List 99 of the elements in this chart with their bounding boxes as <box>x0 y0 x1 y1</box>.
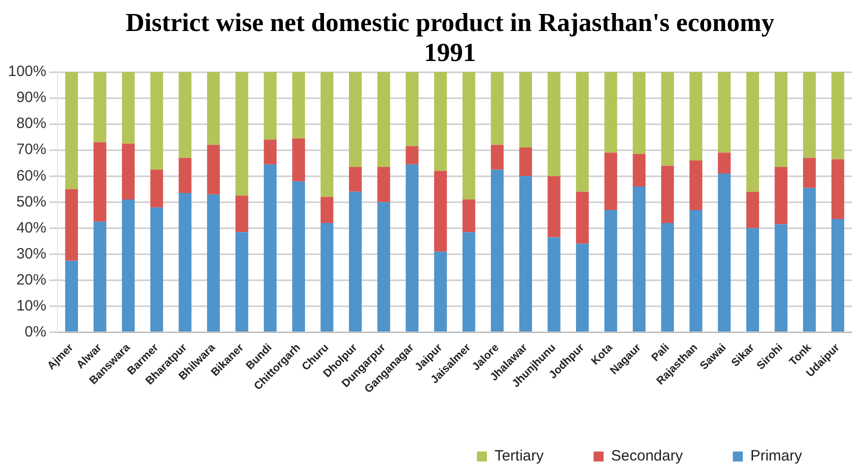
bar <box>207 144 220 194</box>
bar <box>320 196 334 223</box>
bar <box>235 232 248 332</box>
bar <box>264 164 277 332</box>
y-tick-label: 90% <box>16 89 46 106</box>
bar <box>690 210 702 332</box>
bar <box>490 170 504 332</box>
bar <box>548 176 560 238</box>
bar <box>831 219 844 332</box>
bar <box>434 170 447 252</box>
bar <box>661 72 674 166</box>
bar <box>576 192 589 244</box>
bar <box>632 72 646 154</box>
bar <box>122 200 135 332</box>
bar <box>490 144 504 170</box>
bar <box>65 189 78 261</box>
bar <box>348 167 362 192</box>
bar <box>406 164 418 332</box>
y-tick-label: 60% <box>16 167 46 184</box>
bar <box>462 232 476 332</box>
bar <box>94 222 106 332</box>
bar <box>406 72 418 146</box>
bar <box>122 72 135 144</box>
bar <box>264 140 277 164</box>
y-tick-label: 0% <box>24 323 46 340</box>
bar <box>94 142 106 222</box>
bar <box>65 260 78 332</box>
bar <box>235 72 248 196</box>
bar <box>320 72 334 197</box>
bar <box>661 166 674 223</box>
bar <box>746 228 760 332</box>
bar <box>65 72 78 190</box>
bar <box>803 72 816 158</box>
legend-label: Tertiary <box>494 448 544 465</box>
bar <box>690 72 702 160</box>
bar <box>604 152 618 210</box>
bar <box>292 138 305 182</box>
bar <box>831 159 844 220</box>
y-tick-label: 100% <box>8 63 46 80</box>
bar <box>178 158 192 194</box>
bar <box>746 72 760 192</box>
bar <box>774 224 788 332</box>
bar <box>462 72 476 200</box>
bar <box>235 196 248 232</box>
bar <box>150 207 164 332</box>
legend-label: Primary <box>750 448 802 465</box>
bar <box>519 147 532 176</box>
bar <box>150 170 164 208</box>
bar <box>94 72 106 142</box>
bar <box>377 72 390 168</box>
y-tick-label: 20% <box>16 271 46 288</box>
bar <box>377 167 390 202</box>
bar <box>576 72 589 192</box>
bar <box>803 188 816 332</box>
bar <box>519 72 532 148</box>
bar <box>434 72 447 171</box>
bar <box>462 200 476 232</box>
bar <box>632 186 646 332</box>
chart-title: District wise net domestic product in Rajasthan's economy 1991 <box>124 8 776 68</box>
bar <box>207 194 220 332</box>
bar <box>406 146 418 164</box>
bar <box>320 222 334 332</box>
bar <box>377 202 390 332</box>
bar <box>150 72 164 170</box>
bar <box>632 154 646 187</box>
bar <box>718 152 731 174</box>
bar <box>604 72 618 153</box>
bar <box>718 72 731 153</box>
y-tick-label: 80% <box>16 115 46 132</box>
bar <box>348 192 362 332</box>
bar <box>803 158 816 188</box>
y-tick-label: 40% <box>16 219 46 236</box>
bar <box>178 72 192 158</box>
y-tick-label: 70% <box>16 141 46 158</box>
bar <box>292 72 305 138</box>
bar <box>434 252 447 332</box>
bar <box>746 192 760 228</box>
bar <box>207 72 220 145</box>
bar <box>490 72 504 145</box>
bar <box>548 72 560 176</box>
bar <box>348 72 362 168</box>
y-tick-label: 50% <box>16 193 46 210</box>
bar <box>264 72 277 140</box>
y-tick-label: 30% <box>16 245 46 262</box>
bar <box>178 193 192 332</box>
bar <box>831 72 844 160</box>
bar <box>690 160 702 210</box>
bar <box>604 210 618 332</box>
bar <box>548 237 560 332</box>
bar <box>661 222 674 332</box>
y-tick-label: 10% <box>16 297 46 314</box>
bar <box>292 181 305 332</box>
bar <box>122 144 135 200</box>
bar <box>576 244 589 332</box>
bar <box>774 72 788 168</box>
bar <box>774 167 788 224</box>
bar <box>519 176 532 332</box>
bar <box>718 174 731 332</box>
legend-label: Secondary <box>611 448 684 465</box>
